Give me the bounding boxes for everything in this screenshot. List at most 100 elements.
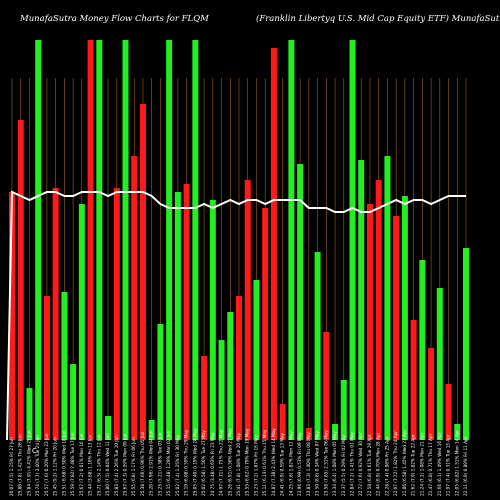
x-tick-label: 25.55 (6.8) 1.17% Fri 06 Jun bbox=[131, 437, 136, 496]
x-tick-label: 25.23 (7.2) 1.87% Fri 16 May bbox=[254, 435, 259, 496]
money-flow-bar bbox=[236, 296, 242, 440]
money-flow-bar bbox=[305, 428, 312, 440]
money-flow-bar bbox=[148, 420, 155, 440]
money-flow-bar bbox=[70, 364, 77, 440]
x-tick-label: 25.74 (7.7) 3.40% Tue 24 Jun bbox=[35, 435, 40, 496]
x-tick-label: 25.53 (6.62) 0.79% Mon 19 May bbox=[245, 428, 250, 496]
x-tick-label: 25.80 (7.5) 0.84% Wed 11 Jun bbox=[105, 433, 110, 496]
money-flow-bar bbox=[131, 156, 138, 440]
money-flow-bar bbox=[366, 204, 373, 440]
x-tick-label: 24.87 (7.38) 2.43% Wed 14 May bbox=[271, 428, 276, 496]
money-flow-bar bbox=[270, 48, 277, 440]
money-flow-bar bbox=[340, 380, 347, 440]
money-flow-bar bbox=[105, 416, 112, 440]
money-flow-bar bbox=[332, 424, 339, 440]
x-tick-label: 21.86 (6.58) 1.45% Wed 23 Apr bbox=[402, 429, 407, 496]
x-tick-label: 25.71 (6.3) 2.14% Thu 12 Jun bbox=[96, 434, 101, 496]
x-tick-label: 22.84 (7.2) 1.41% Thu 01 May bbox=[350, 432, 355, 496]
x-tick-label: 25.02 (6.58) 1.56% Tue 27 May bbox=[201, 430, 206, 496]
money-flow-bar bbox=[96, 40, 103, 440]
money-flow-bar bbox=[401, 196, 408, 440]
money-flow-bar bbox=[454, 424, 461, 440]
money-flow-bar bbox=[43, 296, 50, 440]
x-tick-label: 22.28 (7.4) 0.98% Fri 25 Apr bbox=[384, 436, 389, 496]
axis-symbol: C bbox=[32, 447, 37, 455]
money-flow-bar bbox=[26, 388, 33, 440]
line-layer bbox=[6, 190, 466, 441]
money-flow-bar bbox=[52, 188, 59, 440]
money-flow-bar bbox=[122, 40, 129, 440]
x-tick-label: 24.41 (6.9) 0.59% Tue 13 May bbox=[280, 432, 285, 496]
x-tick-label: 21.47 (6.8) 0.71% Thu 17 Apr bbox=[428, 433, 433, 496]
money-flow-bar bbox=[323, 332, 330, 440]
money-flow-bar bbox=[279, 404, 286, 440]
money-flow-bar bbox=[17, 120, 24, 440]
x-tick-label: 25.28 (7.96) 2.91% Wed 04 Jun bbox=[149, 430, 154, 496]
money-flow-bar bbox=[262, 208, 269, 440]
money-flow-bar bbox=[436, 288, 443, 440]
money-flow-bar bbox=[297, 164, 304, 440]
x-tick-label: 25.51 (6.68) 0.50% Wed 18 Jun bbox=[61, 430, 66, 496]
money-flow-bar bbox=[113, 188, 120, 440]
money-flow-bar bbox=[288, 40, 295, 440]
x-tick-label: 25.67 (7.2) 0.01% Mon 16 Jun bbox=[79, 433, 84, 496]
money-flow-bar bbox=[87, 40, 94, 440]
money-flow-bar bbox=[218, 340, 225, 440]
money-flow-bar bbox=[349, 40, 356, 440]
money-flow-bar bbox=[314, 252, 321, 440]
x-tick-label: 22.58 (6.8) 0.61% Tue 29 Apr bbox=[367, 434, 372, 496]
money-flow-bar bbox=[201, 356, 208, 440]
money-flow-bar bbox=[183, 184, 190, 440]
x-tick-label: 25.84 (7.91) 4.41% Wed 25 Jun bbox=[27, 430, 32, 496]
money-flow-bar bbox=[209, 200, 216, 440]
x-tick-layer: 26.07 (7.5) 1.15% Fri 27 Jun 25.88 (7.8) … bbox=[9, 428, 468, 496]
money-flow-bar bbox=[384, 156, 391, 440]
x-tick-label: 21.62 (7.9) 1.82% Tue 22 Apr bbox=[411, 434, 416, 496]
x-tick-label: 22.07 (7.72) 1.82% Thu 24 Apr bbox=[393, 431, 398, 496]
x-tick-label: 24.75 (3.48) 0.63% Fri 23 May bbox=[210, 432, 215, 496]
money-flow-bar bbox=[35, 40, 42, 440]
x-tick-label: 23.50 (6.8) 0.34% Wed 07 May bbox=[315, 430, 320, 496]
money-flow-bar bbox=[157, 324, 164, 440]
money-flow-bar bbox=[174, 192, 181, 440]
x-tick-label: 25.59 (7.82) 7.48% Tue 17 Jun bbox=[70, 432, 75, 496]
money-flow-bar bbox=[410, 320, 417, 440]
x-tick-label: 25.25 (5.21) 0.38% Tue 03 Jun bbox=[157, 432, 162, 496]
x-tick-label: 25.02 (7.4) 1.25% Fri 30 May bbox=[175, 435, 180, 496]
x-tick-label: 22.44 (6.9) 0.70% Mon 28 Apr bbox=[376, 432, 381, 496]
money-flow-bar bbox=[9, 192, 15, 440]
chart-title: MunafaSutra Money Flow Charts for FLQM bbox=[20, 14, 209, 24]
money-flow-bar bbox=[192, 40, 199, 440]
money-flow-bar bbox=[375, 180, 382, 440]
money-flow-bar bbox=[139, 104, 146, 440]
x-tick-label: 21.24 (7.2) 1.08% Mon 21 Apr bbox=[419, 432, 424, 496]
x-tick-label: 25.57 (7.6) 0.20% Mon 23 Jun bbox=[44, 433, 49, 496]
x-tick-label: 22.72 (7.6) 0.92% Wed 30 Apr bbox=[358, 432, 363, 496]
x-tick-label: 23.37 (5.5) 0.29% Fri 02 May bbox=[341, 435, 346, 496]
x-tick-label: 25.45 (9.2) 1.12% Fri 20 Jun bbox=[53, 437, 58, 496]
money-flow-bar bbox=[393, 216, 400, 440]
x-tick-label: 25.38 (7.66) 0.96% Thu 05 Jun bbox=[140, 431, 145, 496]
money-flow-bar bbox=[445, 384, 452, 440]
x-tick-label: 25.11 (6.13) 0.61% Thu 15 May bbox=[262, 429, 267, 496]
x-tick-label: 25.88 (7.8) 1.42% Thu 26 Jun bbox=[18, 434, 23, 496]
money-flow-average-line bbox=[6, 190, 466, 441]
x-tick-label: 25.15 (6.48) 1.29% Mon 02 Jun bbox=[166, 430, 171, 496]
chart-subtitle: (Franklin Libertyq U.S. Mid Cap Equity E… bbox=[256, 14, 500, 24]
x-tick-label: 23.96 (6.99) 0.53% Fri 09 May bbox=[297, 432, 302, 496]
x-tick-label: 25.41 (7.8) 1.08% Tue 20 May bbox=[236, 432, 241, 496]
x-tick-label: 21.66 (6.1) 1.49% Wed 16 Apr bbox=[437, 432, 442, 496]
x-tick-label: 22.11 (6.9) 0.89% Fri 11 Apr bbox=[463, 436, 468, 496]
money-flow-bar bbox=[244, 180, 251, 440]
x-tick-label: 25.44 (3.68) 1.16% Fri 13 Jun bbox=[88, 434, 93, 496]
money-flow-bar bbox=[227, 312, 234, 440]
x-tick-label: 23.58 (7.85) 2.51% Tue 06 May bbox=[323, 430, 328, 496]
money-flow-bar bbox=[253, 280, 260, 440]
x-tick-label: 23.34 (6.4) 1.08% Mon 05 May bbox=[332, 431, 337, 496]
x-tick-label: 25.67 (7.3) 0.59% Mon 09 Jun bbox=[123, 433, 128, 496]
x-tick-label: 23.83 (7.3) 1.40% Thu 08 May bbox=[306, 432, 311, 496]
x-tick-label: 22.05 (6.82) 1.51% Mon 14 Apr bbox=[454, 430, 459, 496]
x-tick-label: 25.19 (6.08) 0.59% Thu 29 May bbox=[184, 429, 189, 496]
